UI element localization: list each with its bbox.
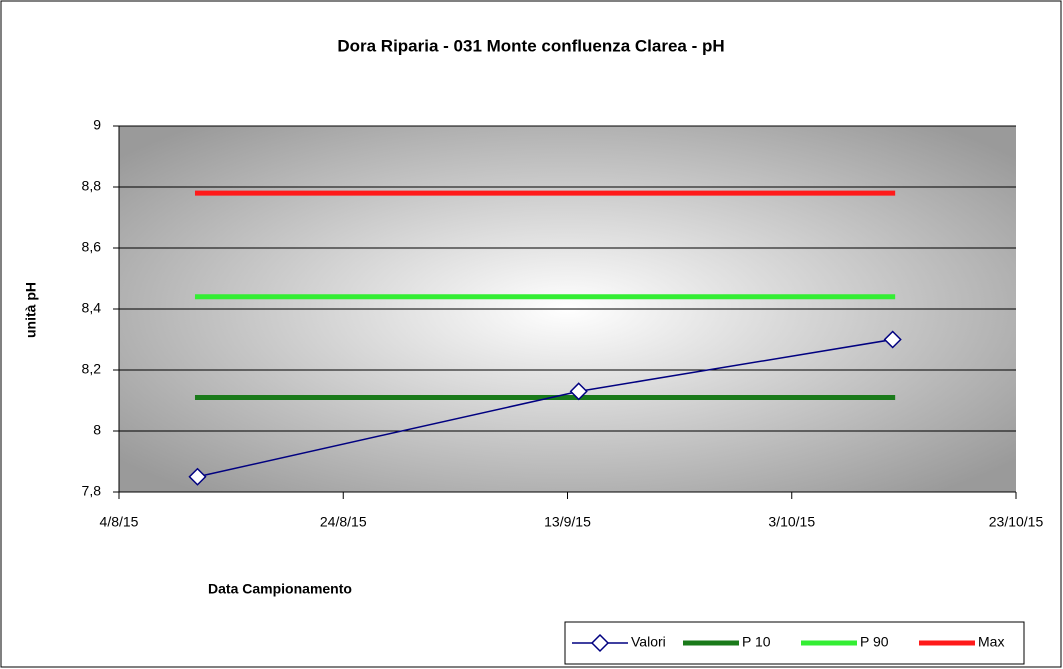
- y-axis-title: unità pH: [23, 282, 39, 338]
- legend-label: P 90: [860, 634, 889, 650]
- legend-label: Max: [978, 634, 1004, 650]
- legend-label: Valori: [631, 634, 666, 650]
- x-tick-label: 23/10/15: [989, 514, 1044, 530]
- legend-label: P 10: [742, 634, 771, 650]
- y-tick-label: 8,6: [82, 239, 102, 255]
- x-tick-label: 3/10/15: [768, 514, 815, 530]
- data-point: [883, 330, 902, 349]
- x-axis-title: Data Campionamento: [208, 581, 352, 597]
- y-tick-label: 8,4: [82, 300, 102, 316]
- x-tick-label: 24/8/15: [320, 514, 367, 530]
- y-tick-label: 9: [93, 117, 101, 133]
- y-tick-label: 7,8: [82, 483, 102, 499]
- chart-title: Dora Riparia - 031 Monte confluenza Clar…: [337, 36, 724, 55]
- y-tick-label: 8: [93, 422, 101, 438]
- data-point: [569, 382, 588, 401]
- legend-marker: [590, 633, 610, 653]
- y-tick-label: 8,2: [82, 361, 102, 377]
- y-tick-label: 8,8: [82, 178, 102, 194]
- x-tick-label: 13/9/15: [544, 514, 591, 530]
- x-tick-label: 4/8/15: [100, 514, 139, 530]
- data-point: [188, 467, 207, 486]
